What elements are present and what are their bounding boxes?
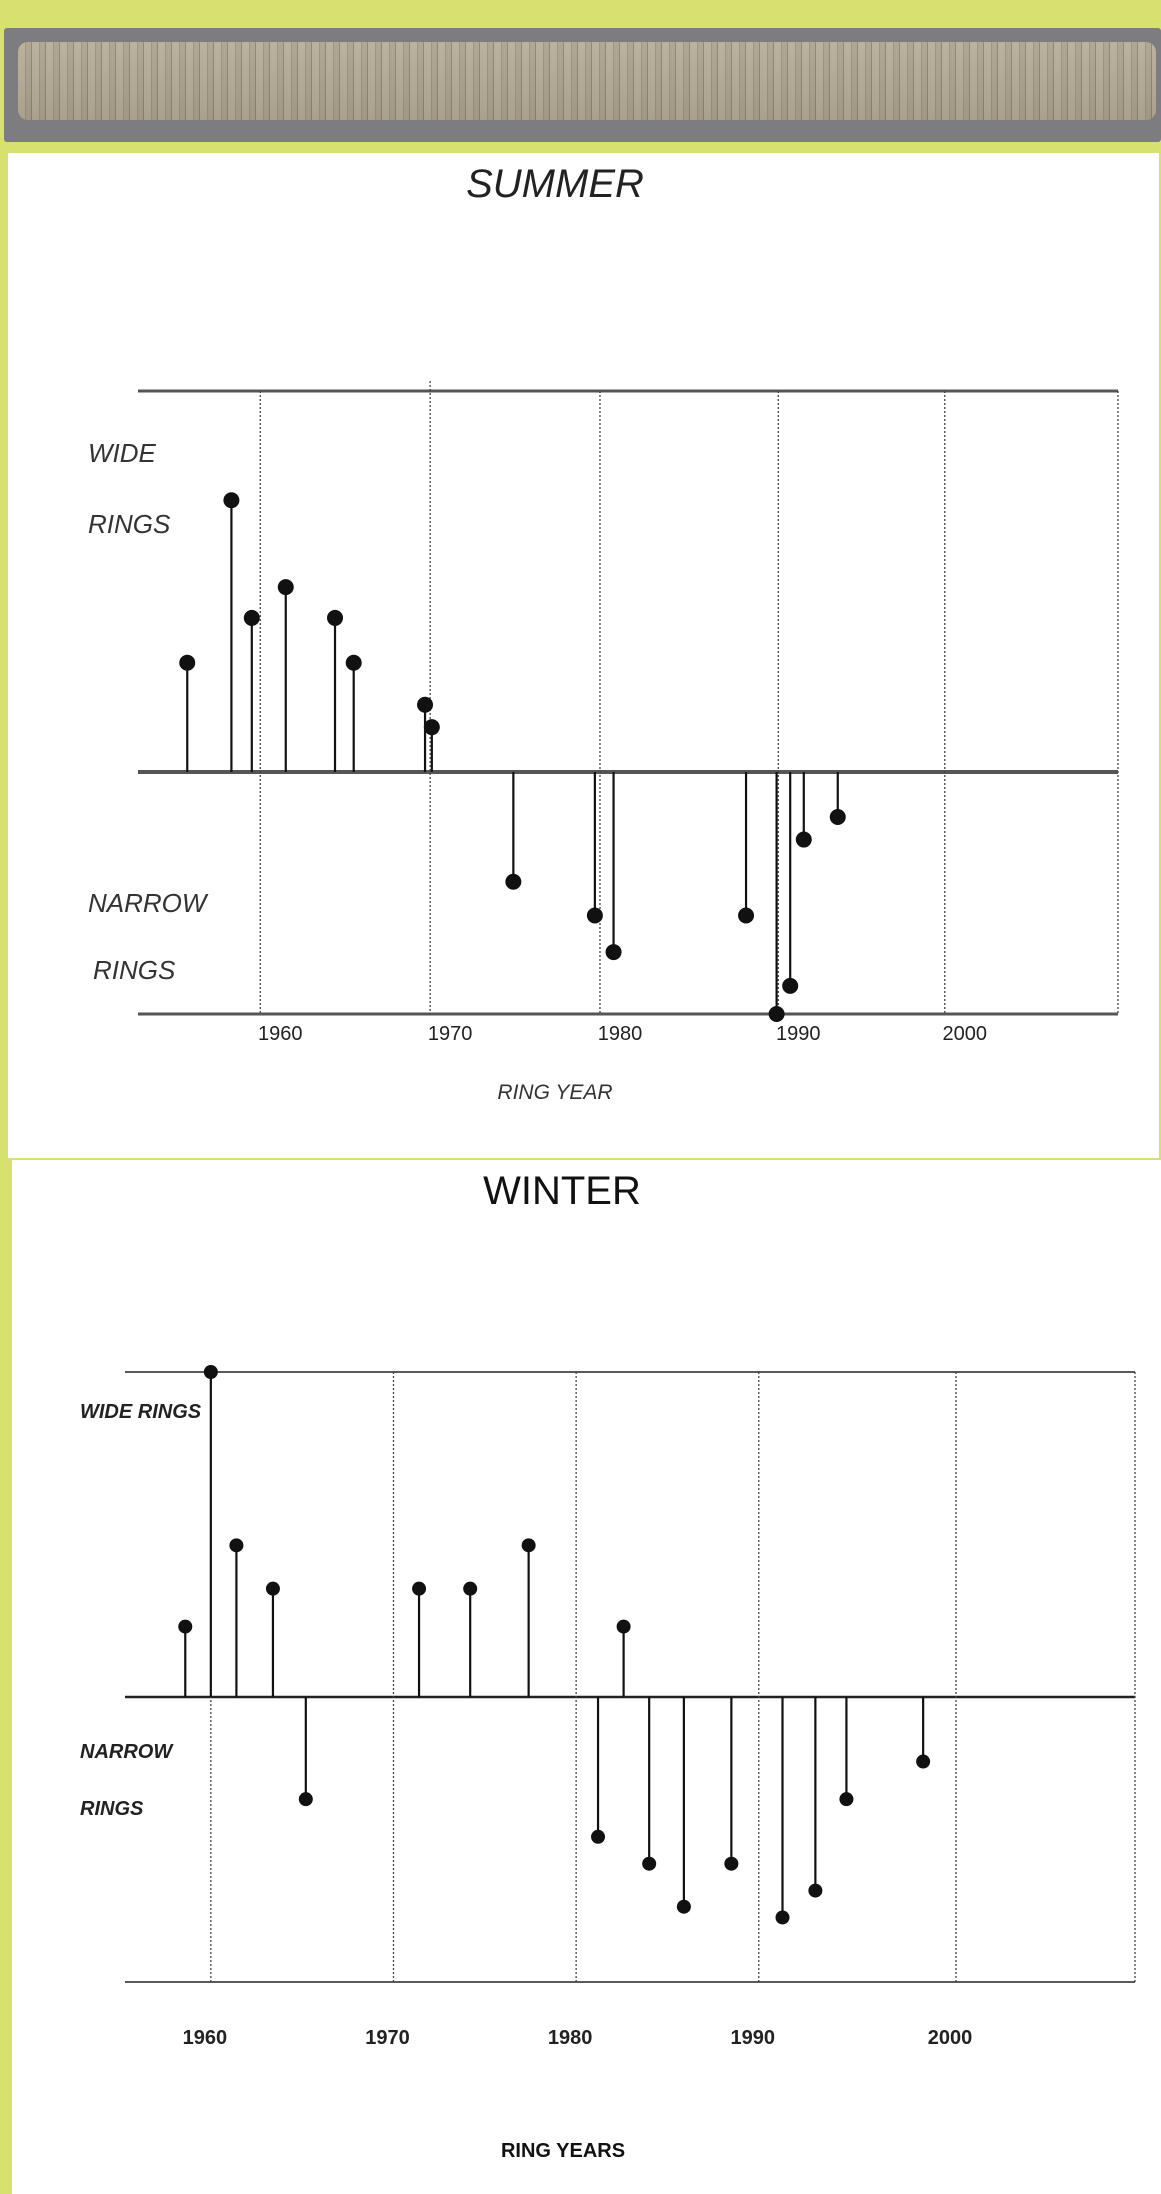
winter-point <box>591 1829 606 1844</box>
winter-chart-panel <box>12 1160 1161 2194</box>
winter-point <box>521 1538 536 1553</box>
summer-tick-label: 1970 <box>428 1023 473 1045</box>
summer-ylabel-wide-2: RINGS <box>88 509 171 539</box>
winter-point <box>775 1910 790 1925</box>
summer-tick-label: 1960 <box>258 1023 303 1045</box>
winter-tick-label: 1970 <box>365 2027 410 2049</box>
summer-xlabel: RING YEAR <box>497 1081 612 1104</box>
summer-point <box>738 907 755 924</box>
winter-point <box>298 1792 313 1807</box>
summer-tick-label: 2000 <box>943 1023 988 1045</box>
summer-point <box>243 609 260 626</box>
winter-ylabel-wide: WIDE RINGS <box>80 1401 202 1423</box>
summer-point <box>505 873 522 890</box>
winter-point <box>203 1365 218 1379</box>
summer-ylabel-narrow-2: RINGS <box>93 955 176 985</box>
winter-point <box>178 1619 193 1634</box>
winter-ylabel-narrow-2: RINGS <box>80 1798 144 1820</box>
summer-point <box>277 579 294 596</box>
summer-tick-label: 1980 <box>598 1023 643 1045</box>
winter-point <box>724 1856 739 1871</box>
summer-point <box>605 944 622 961</box>
winter-point <box>676 1899 691 1914</box>
summer-point <box>327 609 344 626</box>
winter-tick-label: 1980 <box>548 2027 593 2049</box>
summer-point <box>829 809 846 826</box>
winter-point <box>229 1538 244 1553</box>
summer-point <box>768 1006 785 1022</box>
summer-point <box>586 907 603 924</box>
winter-point <box>916 1754 931 1769</box>
summer-point <box>417 696 434 713</box>
summer-point <box>179 654 196 671</box>
summer-point <box>795 831 812 848</box>
summer-point <box>782 977 799 994</box>
winter-xlabel: RING YEARS <box>501 2140 625 2162</box>
winter-tick-label: 1990 <box>731 2027 776 2049</box>
winter-point <box>616 1619 631 1634</box>
summer-point <box>423 719 440 736</box>
tree-core-sample <box>18 42 1156 120</box>
winter-tick-label: 1960 <box>183 2027 228 2049</box>
winter-point <box>412 1581 427 1596</box>
winter-point <box>808 1883 823 1898</box>
winter-tick-label: 2000 <box>928 2027 973 2049</box>
summer-point <box>345 654 362 671</box>
winter-ylabel-narrow-1: NARROW <box>80 1741 174 1763</box>
winter-point <box>642 1856 657 1871</box>
winter-point <box>265 1581 280 1596</box>
winter-point <box>839 1792 854 1807</box>
summer-point <box>223 492 240 509</box>
summer-tick-label: 1990 <box>776 1023 821 1045</box>
summer-ylabel-wide-1: WIDE <box>88 438 157 468</box>
summer-title: SUMMER <box>466 162 644 206</box>
winter-point <box>463 1581 478 1596</box>
summer-ylabel-narrow-1: NARROW <box>88 888 209 918</box>
summer-chart-panel <box>8 153 1159 1158</box>
winter-title: WINTER <box>483 1169 641 1213</box>
